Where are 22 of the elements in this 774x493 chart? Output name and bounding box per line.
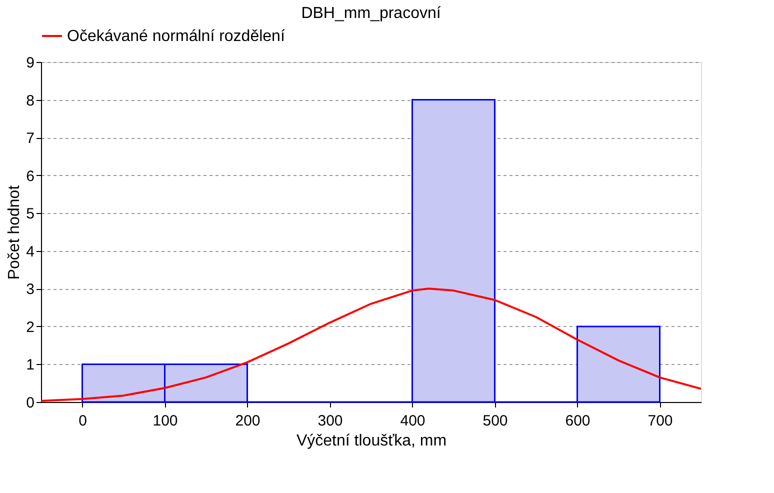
x-tick-label: 700 bbox=[648, 412, 673, 430]
y-tick-label: 6 bbox=[26, 168, 34, 185]
x-tick-label: 0 bbox=[78, 412, 87, 430]
y-tick-label: 1 bbox=[26, 356, 34, 374]
y-tick-label: 3 bbox=[26, 281, 34, 298]
y-tick-label: 9 bbox=[26, 54, 34, 72]
y-axis-title: Počet hodnot bbox=[6, 184, 24, 280]
y-tick-label: 7 bbox=[26, 130, 34, 148]
x-tick-label: 500 bbox=[482, 412, 508, 430]
x-tick-label: 300 bbox=[318, 412, 343, 430]
x-tick-label: 200 bbox=[235, 412, 260, 430]
chart-title: DBH_mm_pracovní bbox=[301, 5, 442, 22]
legend-label: Očekávané normální rozdělení bbox=[67, 28, 286, 45]
y-tick-label: 4 bbox=[26, 243, 34, 260]
y-tick-label: 8 bbox=[26, 92, 34, 110]
y-tick-label: 2 bbox=[26, 318, 34, 336]
x-tick-label: 400 bbox=[400, 412, 426, 430]
x-axis-title: Výčetní tloušťka, mm bbox=[296, 432, 447, 450]
x-tick-label: 100 bbox=[152, 412, 178, 430]
x-tick-label: 600 bbox=[565, 412, 590, 430]
y-tick-label: 5 bbox=[26, 206, 34, 223]
y-tick-label: 0 bbox=[26, 394, 34, 412]
